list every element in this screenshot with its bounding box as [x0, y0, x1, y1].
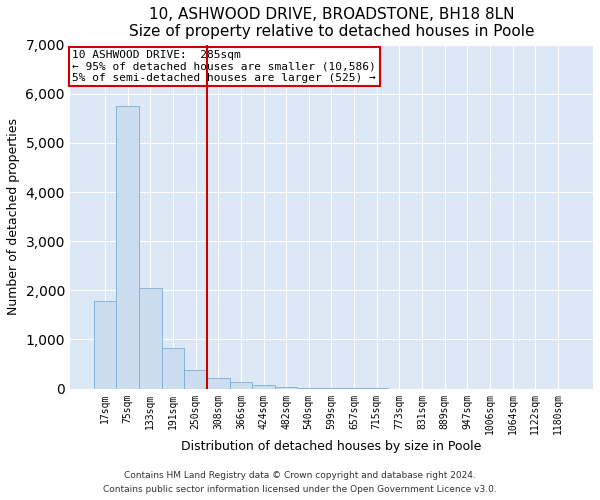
Bar: [252, 384, 275, 388]
Bar: [139, 288, 161, 388]
Title: 10, ASHWOOD DRIVE, BROADSTONE, BH18 8LN
Size of property relative to detached ho: 10, ASHWOOD DRIVE, BROADSTONE, BH18 8LN …: [129, 7, 534, 40]
Bar: [116, 106, 139, 389]
Bar: [94, 301, 116, 388]
Y-axis label: Number of detached properties: Number of detached properties: [7, 118, 20, 315]
Bar: [184, 370, 207, 388]
Bar: [207, 378, 230, 388]
Text: Contains HM Land Registry data © Crown copyright and database right 2024.: Contains HM Land Registry data © Crown c…: [124, 470, 476, 480]
Bar: [161, 348, 184, 389]
Bar: [230, 382, 252, 388]
X-axis label: Distribution of detached houses by size in Poole: Distribution of detached houses by size …: [181, 440, 482, 453]
Bar: [275, 386, 298, 388]
Text: Contains public sector information licensed under the Open Government Licence v3: Contains public sector information licen…: [103, 486, 497, 494]
Text: 10 ASHWOOD DRIVE:  285sqm
← 95% of detached houses are smaller (10,586)
5% of se: 10 ASHWOOD DRIVE: 285sqm ← 95% of detach…: [73, 50, 376, 83]
